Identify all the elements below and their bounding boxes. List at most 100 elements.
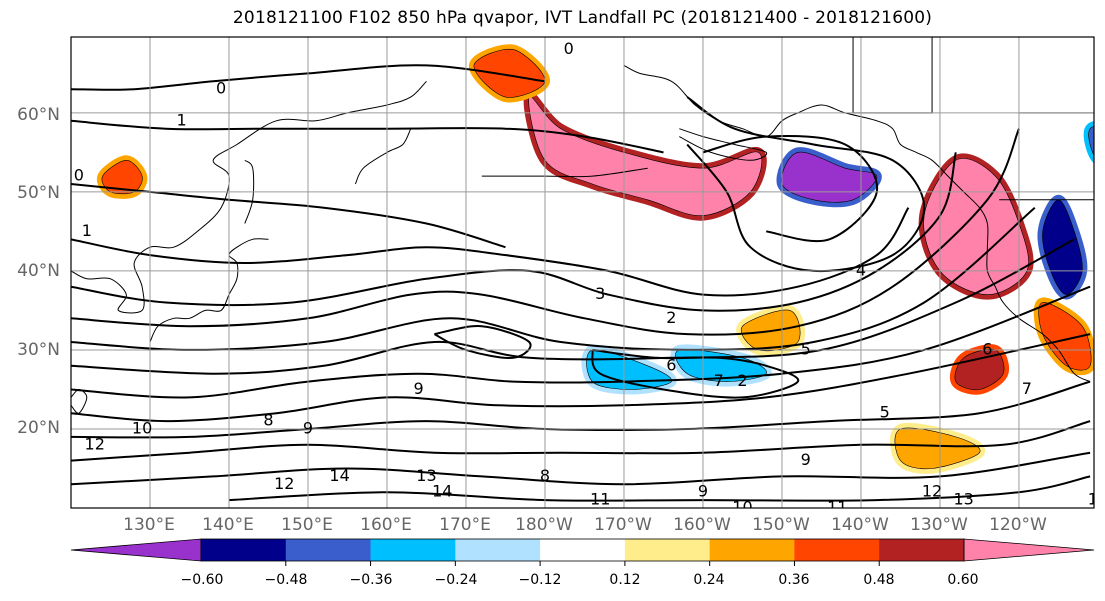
contour-label: 13 <box>953 490 973 509</box>
contour-label: 2 <box>737 371 747 390</box>
colorbar-segment <box>455 539 541 561</box>
colorbar-tick-label: −0.12 <box>518 572 562 588</box>
contour-label: 9 <box>698 482 708 501</box>
anomaly-patch <box>1038 302 1092 371</box>
contour-label: 9 <box>801 450 811 469</box>
colorbar-segment <box>879 539 965 561</box>
lat-label-50n: 50°N <box>17 183 60 203</box>
ivt-contour <box>71 285 1091 399</box>
contour-label: 7 <box>714 371 724 390</box>
lon-label-140e: 140°E <box>202 515 254 535</box>
colorbar-tick-label: 0.36 <box>778 572 810 588</box>
contour-label: 10 <box>732 498 752 517</box>
colorbar <box>70 538 1095 566</box>
coastline <box>71 80 427 314</box>
anomaly-patch <box>101 159 143 195</box>
contour-label: 12 <box>274 474 294 493</box>
colorbar-segment <box>540 539 626 561</box>
contour-label: 0 <box>564 39 574 58</box>
ivt-contour <box>71 119 664 154</box>
ivt-contour <box>71 152 957 312</box>
ivt-contour <box>71 451 1091 486</box>
contour-label: 2 <box>666 308 676 327</box>
contour-label: 10 <box>132 418 152 437</box>
contour-label: 1 <box>177 110 187 129</box>
lon-label-180w: 180°W <box>515 515 573 535</box>
colorbar-tick-label: 0.48 <box>863 572 895 588</box>
contour-label: 1 <box>82 221 92 240</box>
lat-label-20n: 20°N <box>17 418 60 438</box>
ivt-contour <box>433 325 532 360</box>
figure-title: 2018121100 F102 850 hPa qvapor, IVT Land… <box>232 8 933 28</box>
colorbar-segment <box>201 539 287 561</box>
colorbar-tick-label: −0.36 <box>349 572 393 588</box>
coastline <box>481 167 648 178</box>
lon-label-170e: 170°E <box>439 515 491 535</box>
contour-label: 6 <box>982 339 992 358</box>
colorbar-frame <box>200 538 965 562</box>
contour-label: 3 <box>595 284 605 303</box>
lon-label-170w: 170°W <box>594 515 652 535</box>
contour-label: 14 <box>432 482 452 501</box>
contour-label: 12 <box>922 482 942 501</box>
lat-label-60n: 60°N <box>17 105 60 125</box>
contour-label: 12 <box>85 434 105 453</box>
colorbar-tick-label: −0.24 <box>434 572 478 588</box>
contour-label: 5 <box>801 339 811 358</box>
colorbar-tick-label: −0.60 <box>180 572 224 588</box>
coastline <box>244 159 255 224</box>
coastline <box>71 388 88 414</box>
lon-label-150w: 150°W <box>752 515 810 535</box>
lon-label-160w: 160°W <box>673 515 731 535</box>
contour-label: 5 <box>880 403 890 422</box>
colorbar-tick-label: −0.48 <box>264 572 308 588</box>
lat-label-40n: 40°N <box>17 261 60 281</box>
ivt-contour <box>71 420 1091 462</box>
ivt-contour <box>71 333 1091 423</box>
lon-label-130w: 130°W <box>910 515 968 535</box>
ivt-contour <box>71 207 910 297</box>
contour-label: 11 <box>590 490 610 509</box>
lon-label-140w: 140°W <box>831 515 889 535</box>
colorbar-segment <box>624 539 711 561</box>
anomaly-patch <box>894 427 981 470</box>
ivt-contour <box>591 348 800 399</box>
contour-label: 4 <box>856 260 866 279</box>
contour-label: 9 <box>413 379 423 398</box>
contour-label: 11 <box>1088 490 1105 509</box>
colorbar-tick-label: 0.60 <box>947 572 979 588</box>
lon-label-160e: 160°E <box>360 515 412 535</box>
contour-label: 6 <box>666 355 676 374</box>
ivt-contour <box>71 64 546 91</box>
ivt-contour <box>686 96 926 273</box>
colorbar-segment <box>285 539 372 561</box>
colorbar-tick-label: 0.24 <box>693 572 725 588</box>
colorbar-extend-high <box>963 538 1095 562</box>
colorbar-segment <box>370 539 456 561</box>
contour-label: 8 <box>263 411 273 430</box>
ivt-contour <box>71 128 1020 336</box>
contour-label: 0 <box>216 79 226 98</box>
ivt-contour <box>71 206 1036 351</box>
contour-label: 9 <box>303 418 313 437</box>
coastline <box>623 64 1091 383</box>
lon-label-150e: 150°E <box>281 515 333 535</box>
contour-label: 8 <box>540 466 550 485</box>
contour-label: 7 <box>1022 379 1032 398</box>
colorbar-extend-low <box>70 538 202 562</box>
lat-label-30n: 30°N <box>17 340 60 360</box>
map-frame <box>70 36 1095 509</box>
lon-label-120w: 120°W <box>989 515 1047 535</box>
contour-label: 0 <box>74 166 84 185</box>
lat-lon-gridlines <box>71 37 1094 508</box>
contour-label: 13 <box>416 466 436 485</box>
ivt-contour <box>702 134 878 243</box>
colorbar-segment <box>709 539 795 561</box>
lon-label-130e: 130°E <box>123 515 175 535</box>
colorbar-segment <box>794 539 880 561</box>
contour-label: 14 <box>329 466 349 485</box>
anomaly-patch <box>1088 126 1094 156</box>
contour-label: 11 <box>827 498 847 517</box>
